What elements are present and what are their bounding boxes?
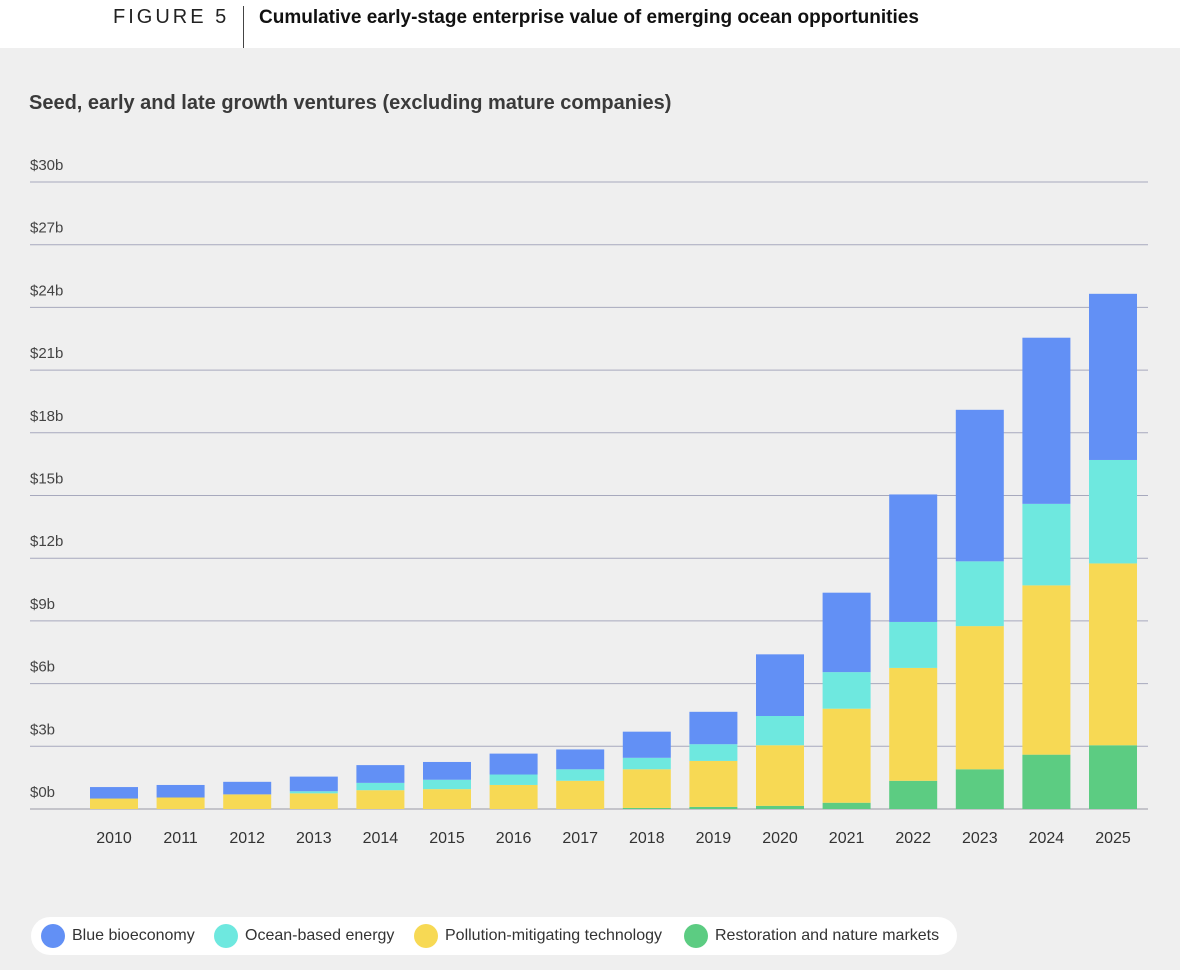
bar-blue-bioeconomy-2024 xyxy=(1022,337,1071,504)
bar-pollution-mitigating-technology-2014 xyxy=(356,790,405,809)
bar-blue-bioeconomy-2011 xyxy=(156,784,205,798)
header-divider xyxy=(243,6,244,48)
bar-restoration-and-nature-markets-2024 xyxy=(1022,754,1071,809)
bar-pollution-mitigating-technology-2016 xyxy=(489,784,538,809)
bar-ocean-based-energy-2016 xyxy=(489,774,538,785)
bar-blue-bioeconomy-2021 xyxy=(822,592,871,673)
y-tick-label: $9b xyxy=(30,596,55,613)
bar-pollution-mitigating-technology-2020 xyxy=(756,745,804,806)
legend-label-blue-bioeconomy: Blue bioeconomy xyxy=(72,927,195,944)
x-tick-label: 2010 xyxy=(96,830,132,847)
bar-restoration-and-nature-markets-2025 xyxy=(1089,745,1137,809)
y-tick-label: $0b xyxy=(30,784,55,801)
figure-header: FIGURE 5 Cumulative early-stage enterpri… xyxy=(0,0,1180,48)
bar-blue-bioeconomy-2023 xyxy=(955,409,1004,562)
legend-label-pollution-mitigating-technology: Pollution-mitigating technology xyxy=(445,927,663,944)
y-tick-label: $3b xyxy=(30,721,55,738)
bar-blue-bioeconomy-2019 xyxy=(689,711,738,745)
bar-pollution-mitigating-technology-2018 xyxy=(622,769,671,808)
y-tick-label: $30b xyxy=(30,157,63,174)
bar-pollution-mitigating-technology-2024 xyxy=(1022,585,1071,755)
bar-ocean-based-energy-2018 xyxy=(622,757,671,770)
bar-restoration-and-nature-markets-2023 xyxy=(955,769,1004,809)
x-tick-label: 2017 xyxy=(562,830,598,847)
bar-pollution-mitigating-technology-2015 xyxy=(423,789,471,809)
bar-pollution-mitigating-technology-2022 xyxy=(889,667,938,781)
bar-ocean-based-energy-2015 xyxy=(423,779,471,790)
bar-pollution-mitigating-technology-2011 xyxy=(156,797,205,809)
x-tick-label: 2019 xyxy=(696,830,732,847)
x-tick-label: 2023 xyxy=(962,830,998,847)
legend-swatch-blue-bioeconomy xyxy=(41,924,65,948)
x-tick-label: 2011 xyxy=(163,830,198,847)
bar-blue-bioeconomy-2010 xyxy=(90,787,138,799)
legend-item-blue-bioeconomy: Blue bioeconomy xyxy=(41,917,195,955)
figure-title: Cumulative early-stage enterprise value … xyxy=(259,7,919,28)
bar-pollution-mitigating-technology-2010 xyxy=(90,798,138,809)
bar-blue-bioeconomy-2025 xyxy=(1089,293,1137,460)
bar-ocean-based-energy-2019 xyxy=(689,744,738,761)
bar-blue-bioeconomy-2014 xyxy=(356,765,405,783)
legend-item-pollution-mitigating-technology: Pollution-mitigating technology xyxy=(414,917,662,955)
x-tick-label: 2025 xyxy=(1095,830,1131,847)
bar-blue-bioeconomy-2020 xyxy=(756,654,804,716)
x-tick-label: 2022 xyxy=(895,830,931,847)
y-tick-label: $15b xyxy=(30,471,63,488)
legend-swatch-ocean-based-energy xyxy=(214,924,238,948)
bar-ocean-based-energy-2021 xyxy=(822,672,871,709)
legend-label-ocean-based-energy: Ocean-based energy xyxy=(245,927,395,944)
bar-restoration-and-nature-markets-2018 xyxy=(622,807,671,809)
x-tick-label: 2021 xyxy=(829,830,865,847)
legend-swatch-pollution-mitigating-technology xyxy=(414,924,438,948)
bar-ocean-based-energy-2017 xyxy=(556,769,605,781)
figure-label: FIGURE 5 xyxy=(113,6,230,28)
bar-pollution-mitigating-technology-2017 xyxy=(556,780,605,809)
x-tick-label: 2015 xyxy=(429,830,465,847)
y-tick-label: $18b xyxy=(30,408,63,425)
x-tick-label: 2018 xyxy=(629,830,665,847)
bar-restoration-and-nature-markets-2021 xyxy=(822,802,871,809)
bar-blue-bioeconomy-2016 xyxy=(489,753,538,775)
x-tick-label: 2014 xyxy=(363,830,399,847)
chart-subtitle: Seed, early and late growth ventures (ex… xyxy=(29,92,672,114)
bar-blue-bioeconomy-2022 xyxy=(889,494,938,622)
legend-label-restoration-and-nature-markets: Restoration and nature markets xyxy=(715,927,940,944)
bar-ocean-based-energy-2023 xyxy=(955,561,1004,627)
bar-restoration-and-nature-markets-2022 xyxy=(889,780,938,809)
bar-pollution-mitigating-technology-2021 xyxy=(822,708,871,803)
bar-pollution-mitigating-technology-2025 xyxy=(1089,563,1137,746)
bar-pollution-mitigating-technology-2019 xyxy=(689,760,738,807)
bar-pollution-mitigating-technology-2013 xyxy=(289,793,338,809)
bar-ocean-based-energy-2020 xyxy=(756,715,804,746)
y-tick-label: $6b xyxy=(30,659,55,676)
x-tick-label: 2012 xyxy=(229,830,265,847)
y-tick-label: $12b xyxy=(30,533,63,550)
bar-ocean-based-energy-2013 xyxy=(289,791,338,794)
legend-swatch-restoration-and-nature-markets xyxy=(684,924,708,948)
x-tick-label: 2013 xyxy=(296,830,332,847)
x-tick-label: 2020 xyxy=(762,830,798,847)
bar-blue-bioeconomy-2013 xyxy=(289,776,338,792)
bar-blue-bioeconomy-2018 xyxy=(622,731,671,758)
bar-pollution-mitigating-technology-2023 xyxy=(955,626,1004,770)
legend-item-restoration-and-nature-markets: Restoration and nature markets xyxy=(684,917,939,955)
x-tick-label: 2024 xyxy=(1029,830,1065,847)
y-tick-label: $21b xyxy=(30,345,63,362)
bar-ocean-based-energy-2022 xyxy=(889,621,938,668)
bar-blue-bioeconomy-2012 xyxy=(223,781,272,795)
bar-blue-bioeconomy-2015 xyxy=(423,761,471,780)
x-tick-label: 2016 xyxy=(496,830,532,847)
chart-legend: Blue bioeconomy Ocean-based energy Pollu… xyxy=(31,917,957,955)
bar-pollution-mitigating-technology-2012 xyxy=(223,794,272,809)
bar-ocean-based-energy-2025 xyxy=(1089,459,1137,564)
bar-blue-bioeconomy-2017 xyxy=(556,749,605,770)
y-tick-label: $24b xyxy=(30,282,63,299)
y-tick-label: $27b xyxy=(30,220,63,237)
bar-ocean-based-energy-2014 xyxy=(356,782,405,791)
bar-restoration-and-nature-markets-2020 xyxy=(756,805,804,809)
bar-restoration-and-nature-markets-2019 xyxy=(689,806,738,809)
bar-ocean-based-energy-2024 xyxy=(1022,503,1071,586)
legend-item-ocean-based-energy: Ocean-based energy xyxy=(214,917,394,955)
